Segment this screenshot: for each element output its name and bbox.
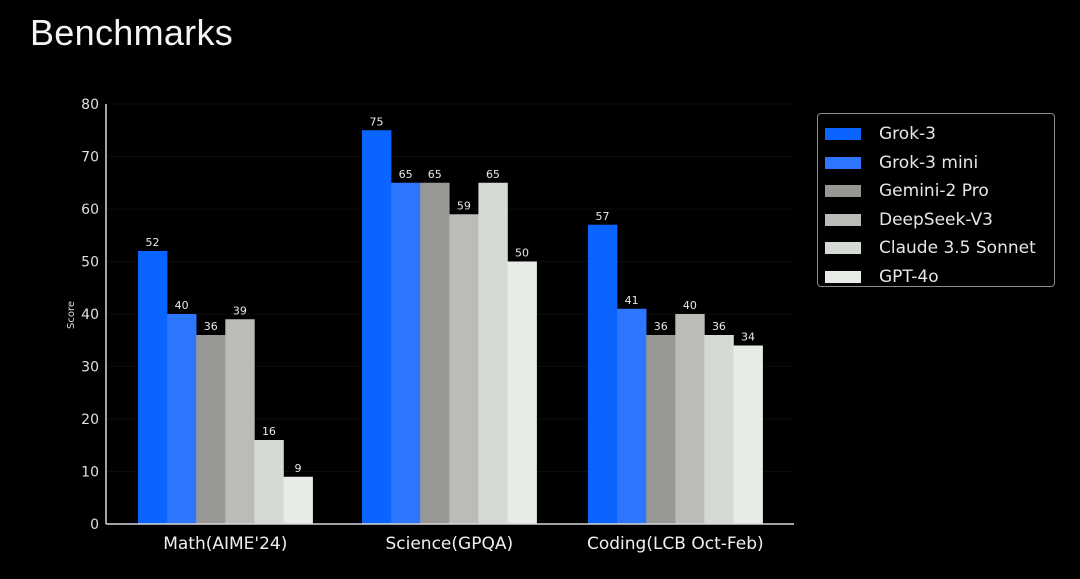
bar-value-label: 36 <box>204 320 218 333</box>
legend-swatch <box>825 185 861 198</box>
y-tick-label: 60 <box>81 202 99 218</box>
bar <box>138 251 168 524</box>
bar-value-label: 9 <box>295 462 302 475</box>
bar <box>507 261 537 524</box>
bar <box>675 314 705 524</box>
bar-value-label: 65 <box>399 168 413 181</box>
bar-value-label: 57 <box>596 210 610 223</box>
legend-item-deepseek-v3: DeepSeek-V3 <box>825 206 1054 235</box>
y-axis-label: Score <box>66 301 77 329</box>
bar <box>196 335 226 524</box>
bar-value-label: 40 <box>683 299 697 312</box>
bar-value-label: 52 <box>146 236 160 249</box>
bar <box>420 182 450 524</box>
y-tick-label: 40 <box>81 307 99 323</box>
bar-value-label: 41 <box>625 294 639 307</box>
legend-label: Gemini-2 Pro <box>879 181 989 202</box>
bar <box>225 319 255 524</box>
legend-swatch <box>825 213 861 226</box>
bar <box>646 335 676 524</box>
bar <box>617 308 647 524</box>
legend-label: Grok-3 mini <box>879 152 979 173</box>
y-tick-label: 50 <box>81 255 99 271</box>
bar <box>254 440 284 524</box>
legend-item-claude-3-5-sonnet: Claude 3.5 Sonnet <box>825 234 1054 263</box>
bar <box>391 182 421 524</box>
bar-value-label: 34 <box>741 331 755 344</box>
legend-swatch <box>825 156 861 169</box>
bar-value-label: 50 <box>515 247 529 260</box>
x-tick-label: Science(GPQA) <box>385 534 513 554</box>
y-tick-label: 10 <box>81 465 99 481</box>
legend-swatch <box>825 128 861 141</box>
bar-value-label: 36 <box>654 320 668 333</box>
bar <box>283 476 313 524</box>
bar-value-label: 65 <box>486 168 500 181</box>
bar <box>362 130 392 524</box>
bar <box>167 314 197 524</box>
bar-value-label: 39 <box>233 304 247 317</box>
x-tick-label: Coding(LCB Oct-Feb) <box>587 534 764 554</box>
y-tick-label: 0 <box>90 517 99 533</box>
legend-swatch <box>825 270 861 283</box>
bar-value-label: 65 <box>428 168 442 181</box>
x-tick-label: Math(AIME'24) <box>163 534 287 554</box>
legend-item-gpt-4o: GPT-4o <box>825 263 1054 292</box>
page-title: Benchmarks <box>30 12 234 53</box>
y-tick-label: 70 <box>81 150 99 166</box>
legend-swatch <box>825 242 861 255</box>
legend-item-grok-3: Grok-3 <box>825 120 1054 149</box>
bar <box>449 214 479 524</box>
legend-label: DeepSeek-V3 <box>879 209 993 230</box>
legend-item-grok-3-mini: Grok-3 mini <box>825 149 1054 178</box>
bar <box>733 345 763 524</box>
y-tick-label: 80 <box>81 97 99 113</box>
bar-value-label: 16 <box>262 425 276 438</box>
bar-value-label: 75 <box>370 115 384 128</box>
y-tick-label: 30 <box>81 360 99 376</box>
bar-value-label: 59 <box>457 199 471 212</box>
bar <box>478 182 508 524</box>
bar-value-label: 40 <box>175 299 189 312</box>
legend-label: Grok-3 <box>879 124 936 145</box>
bar <box>588 224 618 524</box>
chart-legend: Grok-3 Grok-3 mini Gemini-2 Pro DeepSeek… <box>817 113 1055 287</box>
legend-label: GPT-4o <box>879 266 939 287</box>
bar-value-label: 36 <box>712 320 726 333</box>
legend-item-gemini-2-pro: Gemini-2 Pro <box>825 177 1054 206</box>
y-tick-label: 20 <box>81 412 99 428</box>
legend-label: Claude 3.5 Sonnet <box>879 238 1036 259</box>
bar <box>704 335 734 524</box>
